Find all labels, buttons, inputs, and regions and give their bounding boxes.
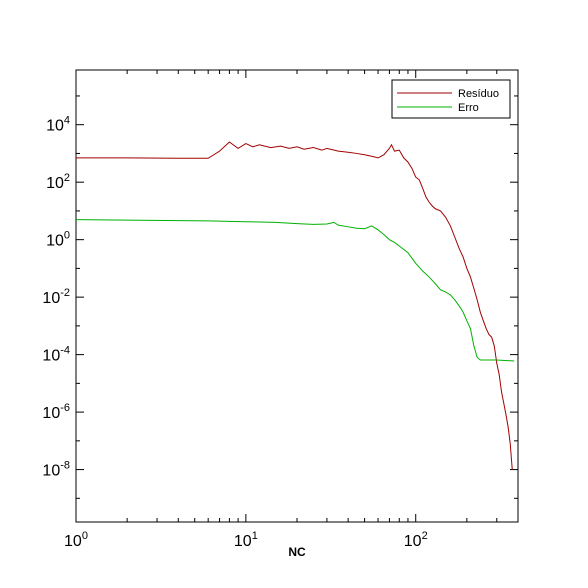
x-axis-label: NC (288, 545, 306, 559)
series-line-residuo (76, 141, 513, 470)
y-tick-label: 100 (46, 230, 70, 250)
series-line-erro (75, 219, 515, 362)
y-tick-label: 104 (46, 115, 70, 135)
ticks (75, 70, 519, 522)
y-tick-label: 10-2 (42, 287, 70, 307)
legend-label-erro: Erro (458, 102, 479, 114)
legend: Resíduo Erro (391, 79, 511, 119)
y-tick-label: 10-4 (42, 345, 70, 365)
y-tick-label: 102 (46, 172, 70, 192)
legend-box (391, 79, 511, 119)
y-tick-label: 10-6 (42, 402, 70, 422)
x-tick-label: 100 (64, 530, 88, 550)
legend-label-residuo: Resíduo (458, 88, 499, 100)
plot-frame (75, 69, 519, 523)
x-tick-label: 101 (234, 530, 258, 550)
tick-labels: 100 101 102 10-8 10-6 10-4 10-2 100 102 104 (42, 115, 427, 550)
x-tick-label: 102 (404, 530, 428, 550)
y-tick-label: 10-8 (42, 460, 70, 480)
series-group (75, 141, 515, 470)
